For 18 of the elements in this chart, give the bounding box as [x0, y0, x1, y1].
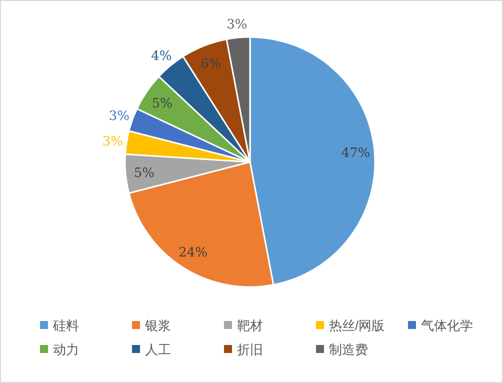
data-label: 47%	[341, 146, 370, 161]
legend-label: 热丝/网版	[329, 318, 385, 333]
legend-label: 人工	[145, 342, 171, 357]
data-label: 3%	[226, 18, 248, 33]
data-label: 3%	[108, 108, 130, 124]
legend-label: 动力	[53, 342, 79, 357]
legend-label: 制造费	[329, 342, 368, 357]
legend-label: 折旧	[237, 342, 263, 357]
data-label: 24%	[178, 246, 208, 261]
data-label: 4%	[151, 48, 172, 64]
data-label: 5%	[134, 166, 155, 181]
legend-label: 靶材	[237, 318, 263, 333]
legend-label: 银浆	[144, 318, 171, 333]
data-label: 3%	[102, 134, 124, 150]
data-label: 6%	[200, 57, 222, 72]
data-label: 5%	[152, 96, 172, 112]
legend-label: 硅料	[52, 318, 79, 333]
legend-label: 气体化学	[421, 318, 473, 333]
